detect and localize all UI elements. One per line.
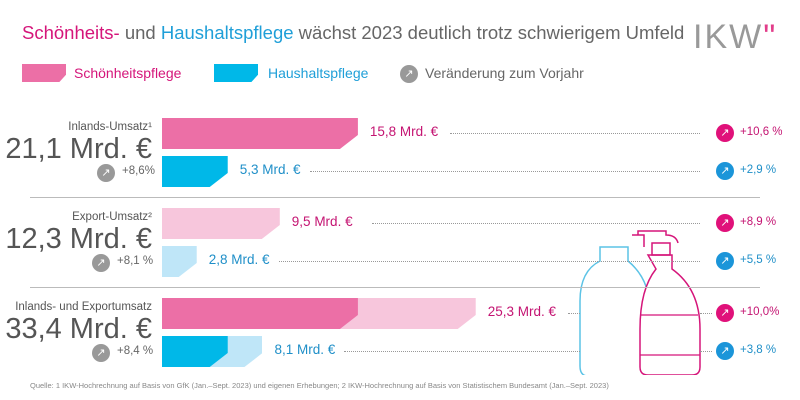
bottles-illustration	[579, 230, 701, 375]
bar-beauty	[162, 118, 358, 149]
arrow-up-right-icon: ↗	[97, 164, 115, 182]
change-beauty: +10,0%	[740, 306, 780, 318]
arrow-up-right-icon: ↗	[92, 344, 110, 362]
arrow-up-right-icon: ↗	[92, 254, 110, 272]
arrow-up-right-icon: ↗	[716, 162, 734, 180]
leader-dots	[344, 351, 580, 352]
leader-dots	[278, 261, 700, 262]
arrow-up-right-icon: ↗	[716, 124, 734, 142]
group-total-change: +8,6%	[122, 165, 155, 177]
value-label-household: 2,8 Mrd. €	[208, 252, 270, 267]
legend-label-beauty: Schönheitspflege	[74, 65, 182, 81]
page-title: Schönheits- und Haushaltspflege wächst 2…	[22, 22, 684, 44]
group-total: 12,3 Mrd. €	[5, 223, 152, 255]
logo-text: IKW	[693, 18, 764, 56]
legend-label-change: Veränderung zum Vorjahr	[425, 65, 584, 81]
title-rest: wächst 2023 deutlich trotz schwierigem U…	[293, 22, 685, 43]
leader-dots	[449, 133, 700, 134]
value-label-beauty: 9,5 Mrd. €	[291, 214, 353, 229]
arrow-up-right-icon: ↗	[716, 304, 734, 322]
change-household: +2,9 %	[740, 164, 777, 176]
leader-dots	[567, 313, 580, 314]
group-separator	[30, 197, 760, 198]
change-household: +5,5 %	[740, 254, 777, 266]
arrow-up-right-icon: ↗	[716, 342, 734, 360]
value-label-beauty: 15,8 Mrd. €	[369, 124, 439, 139]
source-note: Quelle: 1 IKW-Hochrechnung auf Basis von…	[30, 381, 609, 390]
change-household: +3,8 %	[740, 344, 777, 356]
title-and: und	[119, 22, 161, 43]
arrow-up-right-icon: ↗	[400, 65, 418, 83]
value-label-household: 5,3 Mrd. €	[239, 162, 301, 177]
change-beauty: +10,6 %	[740, 126, 783, 138]
legend-swatch-household	[214, 64, 258, 82]
legend-label-household: Haushaltspflege	[268, 65, 369, 81]
legend-swatch-beauty	[22, 64, 66, 82]
bar-beauty	[162, 208, 280, 239]
ikw-logo: IKW"	[693, 18, 778, 56]
leader-dots	[700, 351, 712, 352]
leader-dots	[309, 171, 700, 172]
bar-household	[162, 156, 228, 187]
group-total: 21,1 Mrd. €	[5, 133, 152, 165]
group-total-change: +8,1 %	[117, 255, 154, 267]
value-label-household: 8,1 Mrd. €	[274, 342, 336, 357]
change-beauty: +8,9 %	[740, 216, 777, 228]
group-separator	[30, 287, 760, 288]
group-label: Inlands- und Exportumsatz	[15, 301, 152, 313]
title-household: Haushaltspflege	[160, 22, 294, 43]
group-total-change: +8,4 %	[117, 345, 154, 357]
value-label-beauty: 25,3 Mrd. €	[487, 304, 557, 319]
leader-dots	[700, 313, 712, 314]
group-total: 33,4 Mrd. €	[5, 313, 152, 345]
leader-dots	[371, 223, 700, 224]
group-label: Export-Umsatz²	[72, 211, 152, 223]
group-label: Inlands-Umsatz¹	[68, 121, 152, 133]
arrow-up-right-icon: ↗	[716, 214, 734, 232]
bar-beauty-domestic	[162, 298, 358, 329]
arrow-up-right-icon: ↗	[716, 252, 734, 270]
bar-household	[162, 246, 197, 277]
title-beauty: Schönheits-	[22, 22, 120, 43]
